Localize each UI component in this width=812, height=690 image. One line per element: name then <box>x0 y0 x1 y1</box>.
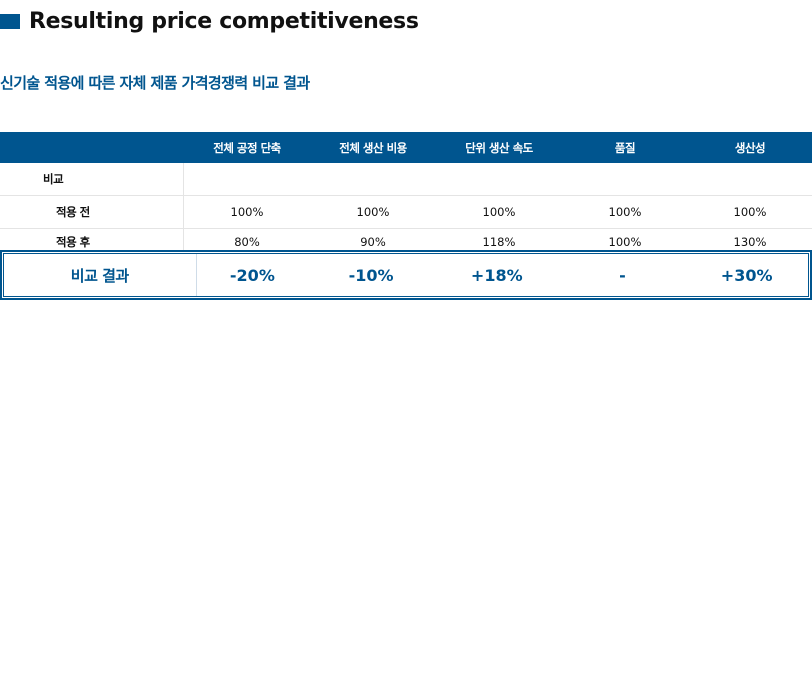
result-value: -20% <box>229 265 275 285</box>
table-header-cell: 품질 <box>614 140 636 155</box>
result-row: 비교 결과 -20% -10% +18% - +30% <box>0 250 812 300</box>
comparison-table: 전체 공정 단축 전체 생산 비용 단위 생산 속도 품질 생산성 비교 적용 … <box>0 132 812 255</box>
table-header-cell: 전체 생산 비용 <box>339 140 407 155</box>
table-header-cell: 단위 생산 속도 <box>465 140 533 155</box>
table-cell <box>184 163 310 195</box>
table-header-cell: 전체 공정 단축 <box>213 140 281 155</box>
table-cell: 100% <box>356 205 390 219</box>
table-cell: 80% <box>234 235 260 249</box>
table-cell <box>436 163 562 195</box>
table-row: 비교 <box>0 163 812 196</box>
result-value: +30% <box>720 265 773 285</box>
result-value: -10% <box>348 265 394 285</box>
table-header-row: 전체 공정 단축 전체 생산 비용 단위 생산 속도 품질 생산성 <box>0 132 812 163</box>
table-cell: 130% <box>733 235 767 249</box>
table-cell <box>688 163 812 195</box>
heading-title: Resulting price competitiveness <box>29 8 419 34</box>
heading-square-icon <box>0 13 20 29</box>
table-cell <box>310 163 436 195</box>
result-row-inner: 비교 결과 -20% -10% +18% - +30% <box>3 253 809 297</box>
table-cell: 100% <box>608 205 642 219</box>
table-header-cell <box>0 132 184 163</box>
result-value: - <box>619 265 626 285</box>
table-row: 적용 전 100% 100% 100% 100% 100% <box>0 196 812 229</box>
result-value: +18% <box>470 265 523 285</box>
table-cell: 100% <box>230 205 264 219</box>
table-cell: 100% <box>608 235 642 249</box>
table-header-cell: 생산성 <box>734 140 766 155</box>
subtitle: 신기술 적용에 따른 자체 제품 가격경쟁력 비교 결과 <box>0 74 310 92</box>
table-cell: 100% <box>482 205 516 219</box>
table-cell: 100% <box>733 205 767 219</box>
row-label: 비교 <box>0 163 184 195</box>
table-cell <box>562 163 688 195</box>
table-cell: 118% <box>482 235 516 249</box>
result-label: 비교 결과 <box>4 254 197 296</box>
table-row: 적용 후 80% 90% 118% 100% 130% <box>0 229 812 255</box>
row-label: 적용 전 <box>0 196 184 228</box>
section-heading: Resulting price competitiveness <box>0 6 419 36</box>
row-label: 적용 후 <box>0 229 184 255</box>
table-cell: 90% <box>360 235 386 249</box>
